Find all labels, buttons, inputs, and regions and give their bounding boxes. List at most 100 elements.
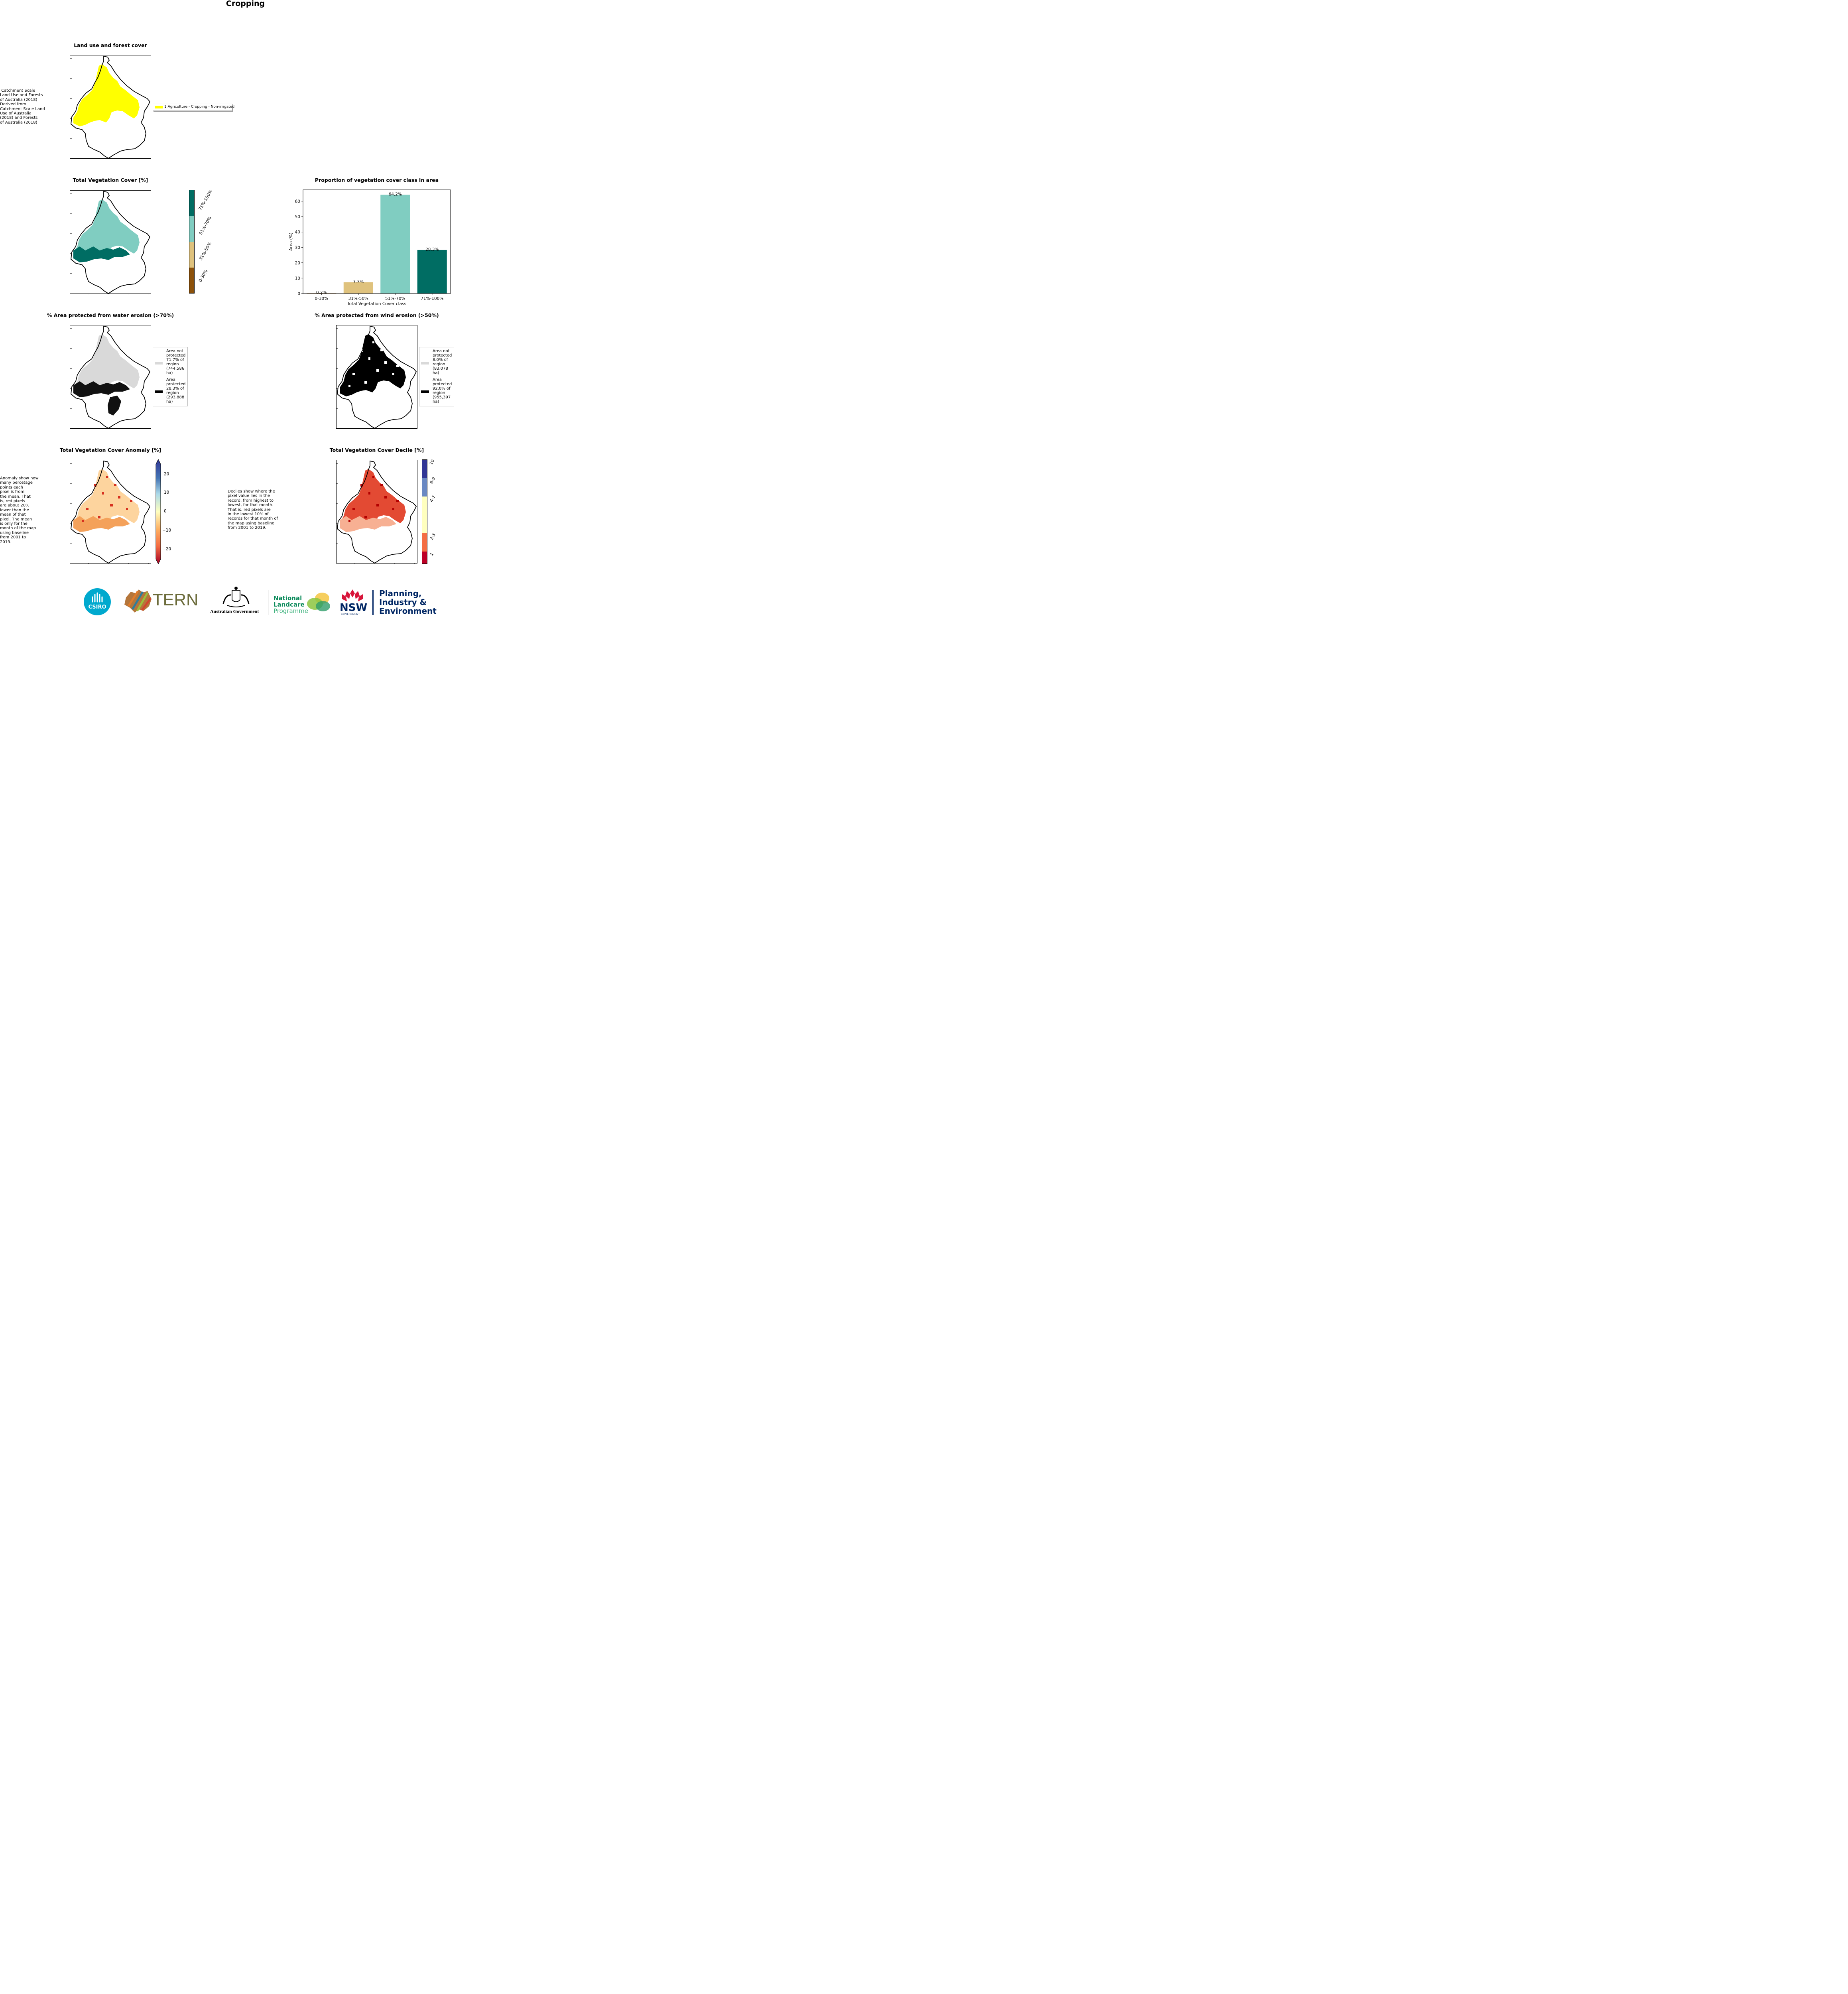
bar-value-label: 0.2% (316, 290, 327, 295)
anomaly-title: Total Vegetation Cover Anomaly [%] (59, 447, 161, 453)
legend-label: Area not protected 71.7% of region (744,… (166, 349, 186, 375)
catchment-map (70, 461, 150, 564)
cbar-seg (189, 242, 194, 268)
dpie-line2: Industry & (379, 597, 427, 607)
anomaly-tick: −20 (162, 547, 171, 552)
csiro-logo: CSIRO (84, 588, 111, 615)
csiro-emblem-icon (92, 592, 103, 603)
anomaly-tick: 0 (164, 509, 167, 514)
tvc-cbar-label: 71%-100% (198, 189, 214, 211)
tvc-colorbar (189, 190, 195, 294)
x-tick-label: 71%-100% (421, 296, 443, 301)
bar (343, 282, 373, 294)
tvc-cbar-label: 51%-70% (198, 216, 213, 236)
water-erosion-legend: Area not protected 71.7% of region (744,… (153, 347, 188, 406)
y-tick-label: 0 (297, 292, 300, 296)
cbar-seg (422, 478, 427, 497)
nsw-sub-text: GOVERNMENT (341, 613, 360, 616)
wind-erosion-title: % Area protected from wind erosion (>50%… (315, 312, 439, 318)
bars (307, 195, 447, 294)
landcare-leaf-icon (307, 593, 330, 611)
decile-tick: 10 (429, 459, 436, 466)
legend-swatch (421, 362, 429, 365)
cbar-seg (422, 460, 427, 478)
land-use-legend: 1 Agriculture - Cropping - Non-irrigated (153, 104, 235, 111)
decile-title: Total Vegetation Cover Decile [%] (329, 447, 424, 453)
chart-title: Proportion of vegetation cover class in … (315, 177, 439, 183)
catchment-map (337, 461, 417, 564)
y-axis: 0 10 20 30 40 50 60 (295, 199, 303, 296)
land-use-map (70, 55, 151, 159)
y-tick-label: 20 (295, 261, 300, 266)
anomaly-colorbar (155, 459, 161, 565)
dpie-line3: Environment (379, 606, 437, 616)
anomaly-tick: 20 (164, 472, 169, 477)
legend-label: Area protected 28.3% of region (293,888 … (166, 378, 186, 404)
tvc-cbar-label: 0-30% (198, 269, 209, 283)
water-erosion-title: % Area protected from water erosion (>70… (47, 312, 174, 318)
anomaly-note: Anomaly show how many percetage points e… (0, 476, 39, 544)
legend-swatch (155, 362, 163, 365)
decile-tick: 8-9 (429, 476, 437, 485)
decile-tick: 1 (429, 552, 435, 557)
y-tick-label: 30 (295, 245, 300, 250)
csiro-text: CSIRO (88, 604, 106, 610)
catchment-map (70, 326, 150, 429)
decile-colorbar (422, 459, 427, 564)
x-axis: 0-30% 31%-50% 51%-70% 71%-100% (315, 294, 443, 301)
bar (417, 250, 447, 294)
legend-label: Area protected 92.0% of region (955,397 … (433, 378, 452, 404)
bar (380, 195, 410, 294)
x-tick-label: 51%-70% (385, 296, 405, 301)
anomaly-tick: −10 (162, 528, 171, 533)
landcare-line2: Landcare (274, 601, 305, 608)
x-axis-label: Total Vegetation Cover class (347, 301, 406, 306)
legend-label: Area not protected 8.0% of region (83,07… (433, 349, 452, 375)
cbar-seg (422, 497, 427, 533)
data-labels: 0.2% 7.3% 64.2% 28.3% (316, 192, 439, 295)
land-use-note: Catchment Scale Land Use and Forests of … (0, 89, 45, 125)
landcare-line1: National (274, 595, 302, 602)
cbar-seg (189, 268, 194, 293)
tvc-map (70, 190, 151, 294)
cbar-seg (422, 552, 427, 564)
land-use-title: Land use and forest cover (74, 42, 147, 48)
decile-map (336, 460, 417, 564)
y-tick-label: 40 (295, 230, 300, 235)
decile-tick: 2-3 (429, 532, 437, 541)
tvc-title: Total Vegetation Cover [%] (73, 177, 148, 183)
legend-label: 1 Agriculture - Cropping - Non-irrigated (164, 105, 235, 109)
anomaly-tick: 10 (164, 490, 169, 495)
catchment-map (70, 56, 150, 159)
x-tick-label: 0-30% (315, 296, 328, 301)
legend-swatch (155, 106, 163, 108)
wind-erosion-map (336, 325, 417, 429)
wind-erosion-legend: Area not protected 8.0% of region (83,07… (419, 347, 454, 406)
bar-value-label: 64.2% (389, 192, 402, 197)
landcare-line3: Programme (274, 607, 309, 615)
decile-note: Deciles show where the pixel value lies … (228, 489, 278, 530)
bar-value-label: 7.3% (353, 280, 364, 284)
water-erosion-map (70, 325, 151, 429)
nsw-text: NSW (340, 602, 368, 614)
legend-swatch (421, 390, 429, 393)
cbar-seg (189, 216, 194, 242)
catchment-map (70, 191, 150, 294)
cbar-seg (422, 533, 427, 552)
catchment-map (337, 326, 417, 429)
legend-swatch (155, 390, 163, 393)
plot-frame (303, 189, 451, 294)
x-tick-label: 31%-50% (348, 296, 368, 301)
y-tick-label: 50 (295, 215, 300, 219)
decile-tick: 4-7 (429, 495, 437, 503)
aus-gov-text: Australian Government (210, 609, 259, 614)
bar-chart: 0 10 20 30 40 50 60 0.2% 7.3% 64.2% 28.3% 0-30% 31… (289, 189, 451, 306)
tern-australia-icon (124, 589, 152, 613)
coat-of-arms-icon (222, 587, 250, 607)
logo-divider (372, 590, 374, 615)
cbar-seg (189, 190, 194, 216)
y-tick-label: 10 (295, 276, 300, 281)
y-tick-label: 60 (295, 199, 300, 204)
page-title: Cropping (226, 0, 265, 8)
tern-text: TERN (153, 590, 199, 609)
